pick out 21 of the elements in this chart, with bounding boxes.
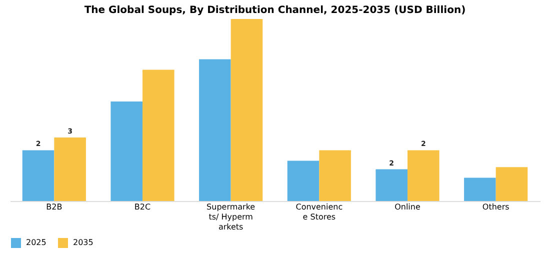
bar bbox=[287, 160, 320, 201]
bar bbox=[464, 178, 496, 201]
bar bbox=[496, 167, 528, 201]
legend-label: 2025 bbox=[26, 238, 46, 247]
legend-label: 2035 bbox=[73, 238, 94, 247]
bar bbox=[142, 70, 174, 201]
x-tick-label: Convenience Stores bbox=[296, 202, 343, 222]
bar bbox=[408, 150, 440, 201]
bar bbox=[54, 138, 86, 201]
chart-title: The Global Soups, By Distribution Channel, 2025-2035 (USD Billion) bbox=[84, 5, 466, 16]
bar bbox=[199, 59, 231, 201]
bar bbox=[319, 150, 351, 201]
x-tick-label: Others bbox=[482, 202, 510, 212]
x-tick-label: Online bbox=[394, 202, 420, 212]
bar bbox=[230, 19, 263, 201]
x-tick-label: B2C bbox=[134, 202, 151, 212]
bar bbox=[110, 102, 142, 201]
bar bbox=[22, 150, 54, 201]
x-tick-label: B2B bbox=[46, 202, 62, 212]
bar bbox=[376, 169, 408, 201]
x-tick-label: Supermarkets/ Hypermarkets bbox=[206, 202, 256, 232]
